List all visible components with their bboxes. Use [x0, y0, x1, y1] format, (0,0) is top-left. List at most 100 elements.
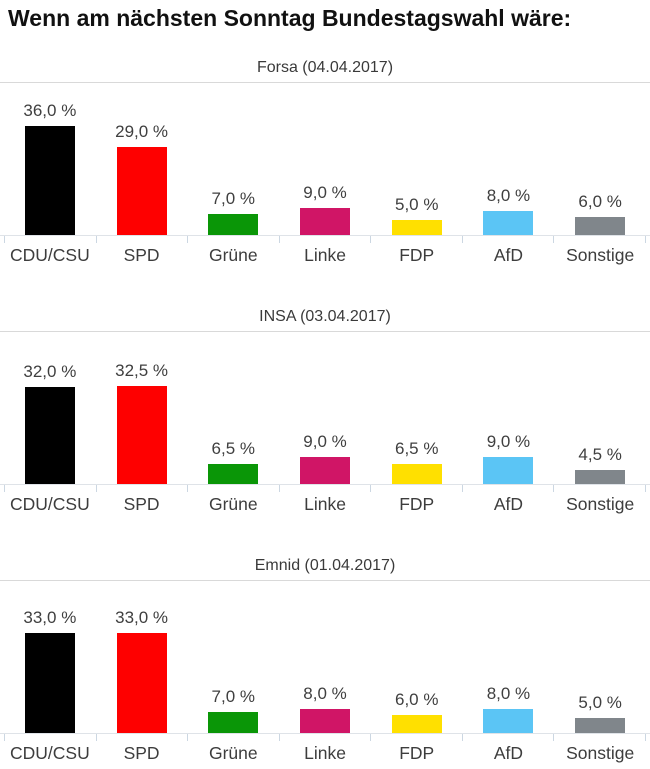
bar-value-label: 36,0 % — [23, 101, 77, 120]
chart-insa: INSA (03.04.2017) 32,0 % 32,5 % 6,5 % 9,0 %… — [0, 307, 650, 515]
axis-tick — [370, 236, 462, 243]
category-label-sonstige: Sonstige — [566, 494, 635, 514]
axis-tick — [461, 485, 554, 492]
bar-sonstige — [575, 217, 626, 235]
bar-fdp — [391, 715, 442, 733]
bar-column-sonstige: 6,0 % — [554, 192, 646, 235]
axis-tick — [95, 734, 188, 741]
bar-column-spd: 29,0 % — [96, 122, 188, 235]
bar-value-label: 6,5 % — [394, 439, 439, 458]
bar-afd — [483, 211, 534, 235]
category-label-fdp: FDP — [399, 245, 435, 265]
category-labels: CDU/CSU SPD Grüne Linke FDP AfD Sonstige — [0, 494, 650, 515]
page-title: Wenn am nächsten Sonntag Bundestagswahl … — [8, 5, 572, 31]
bar-gr-ne — [208, 712, 259, 733]
category-label-spd: SPD — [123, 245, 160, 265]
bar-value-label: 9,0 % — [303, 183, 347, 202]
bar-column-cdu-csu: 32,0 % — [4, 362, 96, 484]
title-divider — [0, 82, 650, 83]
bar-value-label: 8,0 % — [486, 684, 531, 703]
category-label-afd: AfD — [493, 494, 524, 514]
bar-spd — [116, 633, 167, 733]
bar-gr-ne — [208, 214, 259, 235]
chart-forsa: Forsa (04.04.2017) 36,0 % 29,0 % 7,0 % 9,0 … — [0, 58, 650, 266]
bar-value-label: 6,5 % — [211, 439, 256, 458]
bar-column-fdp: 6,5 % — [371, 439, 463, 484]
bar-column-fdp: 5,0 % — [371, 195, 463, 235]
bar-value-label: 8,0 % — [486, 186, 531, 205]
bar-value-label: 6,0 % — [394, 690, 439, 709]
category-label-fdp: FDP — [399, 494, 435, 514]
chart-title: Forsa (04.04.2017) — [256, 59, 394, 76]
bar-value-label: 32,5 % — [115, 361, 169, 380]
chart-title: INSA (03.04.2017) — [259, 308, 391, 325]
bar-column-gr-ne: 7,0 % — [187, 687, 279, 733]
bar-value-label: 29,0 % — [115, 122, 169, 141]
bar-value-label: 9,0 % — [303, 432, 347, 451]
axis-tick — [187, 485, 279, 492]
category-label-linke: Linke — [304, 494, 346, 514]
plot-area: 36,0 % 29,0 % 7,0 % 9,0 % 5,0 % 8,0 % 6,0 % — [0, 83, 650, 236]
axis-tick — [461, 734, 554, 741]
bar-cdu-csu — [24, 633, 75, 733]
bar-value-label: 5,0 % — [578, 693, 622, 712]
bar-value-label: 33,0 % — [23, 608, 77, 627]
bar-value-label: 6,0 % — [578, 192, 622, 211]
bar-sonstige — [575, 718, 626, 733]
bar-value-label: 32,0 % — [23, 362, 77, 381]
chart-emnid: Emnid (01.04.2017) 33,0 % 33,0 % 7,0 % 8,0 … — [0, 556, 650, 764]
bar-spd — [116, 386, 167, 484]
bar-column-sonstige: 5,0 % — [554, 693, 646, 733]
bar-column-spd: 32,5 % — [96, 361, 188, 484]
bar-value-label: 33,0 % — [115, 608, 169, 627]
bar-linke — [300, 709, 351, 733]
bar-column-cdu-csu: 33,0 % — [4, 608, 96, 733]
category-label-sonstige: Sonstige — [566, 245, 635, 265]
axis-tick — [95, 485, 188, 492]
bar-fdp — [391, 464, 442, 484]
bar-gr-ne — [208, 464, 259, 484]
axis-tick — [4, 236, 96, 243]
bar-value-label: 8,0 % — [303, 684, 347, 703]
category-labels: CDU/CSU SPD Grüne Linke FDP AfD Sonstige — [0, 245, 650, 266]
title-divider — [0, 331, 650, 332]
bar-spd — [116, 147, 167, 235]
category-label-cdu-csu: CDU/CSU — [9, 494, 90, 514]
bar-value-label: 5,0 % — [394, 195, 439, 214]
bar-column-cdu-csu: 36,0 % — [4, 101, 96, 235]
title-divider — [0, 580, 650, 581]
axis-tick — [4, 485, 96, 492]
bar-value-label: 7,0 % — [211, 189, 256, 208]
bar-column-gr-ne: 7,0 % — [187, 189, 279, 235]
axis-tick — [461, 236, 554, 243]
category-label-fdp: FDP — [399, 743, 435, 763]
axis-tick — [553, 485, 647, 492]
axis-tick — [278, 485, 371, 492]
bar-linke — [300, 457, 351, 484]
category-label-cdu-csu: CDU/CSU — [9, 245, 90, 265]
category-label-spd: SPD — [123, 743, 160, 763]
bar-column-fdp: 6,0 % — [371, 690, 463, 733]
axis-tick — [278, 734, 371, 741]
chart-title: Emnid (01.04.2017) — [254, 557, 396, 574]
axis-tick — [4, 734, 96, 741]
axis-tick — [95, 236, 188, 243]
bar-afd — [483, 457, 534, 484]
bar-column-afd: 8,0 % — [463, 684, 555, 733]
bar-column-afd: 9,0 % — [463, 432, 555, 484]
category-label-afd: AfD — [493, 743, 524, 763]
bar-linke — [300, 208, 351, 235]
axis-ticks — [0, 485, 650, 492]
category-labels: CDU/CSU SPD Grüne Linke FDP AfD Sonstige — [0, 743, 650, 764]
bar-value-label: 4,5 % — [578, 445, 622, 464]
axis-tick — [370, 734, 462, 741]
category-label-linke: Linke — [304, 743, 346, 763]
bar-cdu-csu — [24, 126, 75, 235]
category-label-sonstige: Sonstige — [566, 743, 635, 763]
bar-column-gr-ne: 6,5 % — [187, 439, 279, 484]
axis-ticks — [0, 236, 650, 243]
bar-fdp — [391, 220, 442, 235]
plot-area: 33,0 % 33,0 % 7,0 % 8,0 % 6,0 % 8,0 % 5,0 % — [0, 581, 650, 734]
category-label-gr-ne: Grüne — [208, 743, 258, 763]
